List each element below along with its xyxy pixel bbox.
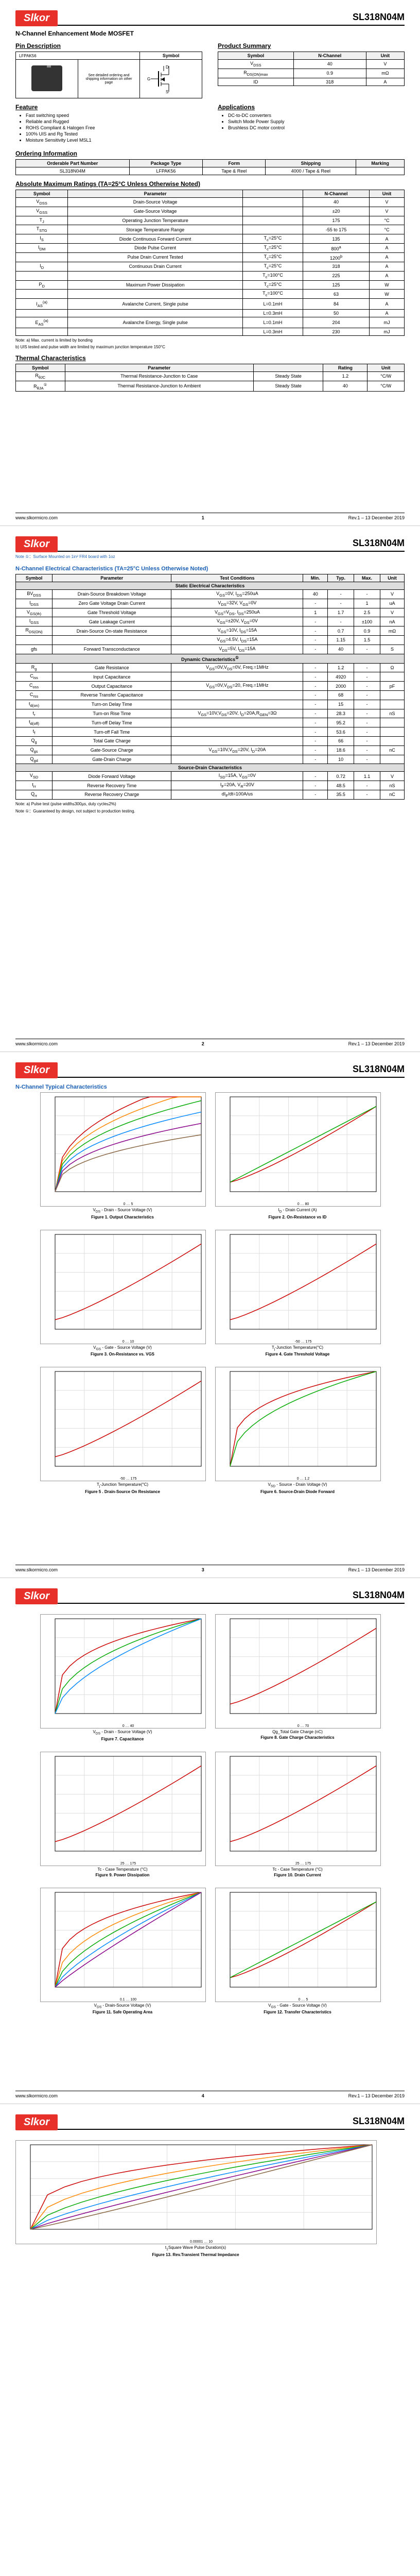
part-number: SL318N04M — [15, 538, 405, 552]
svg-text:0.00001 … 10: 0.00001 … 10 — [190, 2240, 213, 2244]
footer-url: www.slkormicro.com — [15, 2093, 58, 2098]
chart: 0 … 5 — [215, 1888, 381, 2002]
footer-rev: Rev.1 – 13 December 2019 — [348, 1041, 405, 1046]
charts-grid-p3: 0 … 5VDS - Drain - Source Voltage (V)Fig… — [15, 1092, 405, 1494]
svg-text:0 … 1.2: 0 … 1.2 — [297, 1477, 310, 1481]
list-item: 100% UIS and Rg Tested — [26, 131, 202, 137]
page-num: 4 — [202, 2093, 204, 2098]
footer-url: www.slkormicro.com — [15, 1567, 58, 1572]
svg-text:0 … 10: 0 … 10 — [122, 1340, 134, 1344]
footer-url: www.slkormicro.com — [15, 1041, 58, 1046]
feature-list: Fast switching speedReliable and RuggedR… — [15, 113, 202, 143]
svg-text:0 … 70: 0 … 70 — [297, 1724, 309, 1728]
elec-table: SymbolParameterTest ConditionsMin.Typ.Ma… — [15, 574, 405, 800]
elec-note: Note ①：Surface Mounted on 1in² FR4 board… — [15, 554, 405, 560]
svg-text:0 … 5: 0 … 5 — [124, 1202, 133, 1206]
elec-heading: N-Channel Electrical Characteristics (TA… — [15, 566, 405, 572]
svg-text:S: S — [166, 90, 168, 94]
charts-grid-p5: 0.00001 … 10t1Square Wave Pulse Duration… — [15, 2140, 405, 2257]
mosfet-symbol-icon: D G S — [143, 63, 184, 94]
applications-heading: Applications — [218, 104, 405, 111]
absmax-heading: Absolute Maximum Ratings (TA=25°C Unless… — [15, 180, 405, 188]
page-3: Slkor SL318N04M N-Channel Typical Charac… — [0, 1052, 420, 1578]
part-number: SL318N04M — [15, 1590, 405, 1604]
main-title: N-Channel Enhancement Mode MOSFET — [15, 30, 405, 37]
thermal-table: SymbolParameterRatingUnitRθJCThermal Res… — [15, 364, 405, 392]
page-num: 3 — [202, 1567, 204, 1572]
svg-text:G: G — [147, 77, 150, 81]
brand-logo: Slkor — [15, 10, 58, 26]
page-num: 1 — [202, 515, 204, 520]
absmax-notes: Note: a) Max. current is limited by bond… — [15, 338, 405, 349]
brand-logo: Slkor — [15, 1588, 58, 1604]
svg-text:0 … 80: 0 … 80 — [297, 1202, 309, 1206]
applications-list: DC-to-DC convertersSwitch Mode Power Sup… — [218, 113, 405, 130]
charts-heading: N-Channel Typical Characteristics — [15, 1084, 405, 1090]
pkg-label: LFPAK56 — [16, 52, 140, 60]
pin-desc-heading: Pin Description — [15, 42, 202, 49]
svg-text:25 … 175: 25 … 175 — [295, 1862, 311, 1866]
chart: 0 … 80 — [215, 1092, 381, 1207]
footer-rev: Rev.1 – 13 December 2019 — [348, 515, 405, 520]
list-item: Brushless DC motor control — [228, 125, 405, 130]
feature-heading: Feature — [15, 104, 202, 111]
page-num: 2 — [202, 1041, 204, 1046]
pin-desc-box: LFPAK56Symbol See detailed ordering and … — [15, 52, 202, 98]
chart: 0.00001 … 10 — [15, 2140, 377, 2244]
product-summary-table: SymbolN-ChannelUnit VDSS40VRDS(ON)max0.9… — [218, 52, 405, 86]
list-item: ROHS Compliant & Halogen Free — [26, 125, 202, 130]
footer-url: www.slkormicro.com — [15, 515, 58, 520]
ordering-table: Orderable Part NumberPackage TypeFormShi… — [15, 159, 405, 175]
footer-rev: Rev.1 – 13 December 2019 — [348, 1567, 405, 1572]
absmax-table: SymbolParameterN-ChannelUnitVDSSDrain-So… — [15, 190, 405, 336]
svg-text:0 … 5: 0 … 5 — [299, 1998, 308, 2002]
svg-text:-50 … 175: -50 … 175 — [295, 1340, 312, 1344]
svg-text:25 … 175: 25 … 175 — [120, 1862, 136, 1866]
part-number: SL318N04M — [15, 2116, 405, 2130]
chart: 0 … 10 — [40, 1230, 206, 1344]
page-4: Slkor SL318N04M 0 … 40VDS - Drain - Sour… — [0, 1578, 420, 2104]
brand-logo: Slkor — [15, 2114, 58, 2130]
page-1: Slkor SL318N04M N-Channel Enhancement Mo… — [0, 0, 420, 526]
chip-icon — [31, 65, 62, 91]
chart: -50 … 175 — [40, 1367, 206, 1481]
list-item: Moisture Sensitivity Level MSL1 — [26, 138, 202, 143]
thermal-heading: Thermal Characteristics — [15, 354, 405, 362]
page-2: Slkor SL318N04M Note ①：Surface Mounted o… — [0, 526, 420, 1052]
svg-text:D: D — [166, 65, 169, 70]
chart: -50 … 175 — [215, 1230, 381, 1344]
charts-grid-p4: 0 … 40VDS - Drain - Source Voltage (V)Fi… — [15, 1614, 405, 2014]
list-item: Switch Mode Power Supply — [228, 119, 405, 124]
chart: 25 … 175 — [215, 1752, 381, 1866]
list-item: Reliable and Rugged — [26, 119, 202, 124]
footer-rev: Rev.1 – 13 December 2019 — [348, 2093, 405, 2098]
elec-footnotes: Note: a) Pulse test (pulse width≤300µs, … — [15, 802, 405, 814]
svg-text:-50 … 175: -50 … 175 — [120, 1477, 137, 1481]
part-number: SL318N04M — [15, 12, 405, 26]
ordering-heading: Ordering Information — [15, 150, 405, 157]
chart: 0.1 … 100 — [40, 1888, 206, 2002]
product-summary-heading: Product Summary — [218, 42, 405, 49]
chart: 25 … 175 — [40, 1752, 206, 1866]
svg-text:0.1 … 100: 0.1 … 100 — [120, 1998, 136, 2002]
brand-logo: Slkor — [15, 1062, 58, 1078]
chart: 0 … 40 — [40, 1614, 206, 1728]
chart: 0 … 5 — [40, 1092, 206, 1207]
page-5: Slkor SL318N04M 0.00001 … 10t1Square Wav… — [0, 2104, 420, 2576]
pin-note: See detailed ordering and shipping infor… — [78, 60, 140, 98]
chart: 0 … 70 — [215, 1614, 381, 1728]
svg-text:0 … 40: 0 … 40 — [122, 1724, 134, 1728]
chart: 0 … 1.2 — [215, 1367, 381, 1481]
list-item: Fast switching speed — [26, 113, 202, 118]
part-number: SL318N04M — [15, 1064, 405, 1078]
brand-logo: Slkor — [15, 536, 58, 552]
list-item: DC-to-DC converters — [228, 113, 405, 118]
